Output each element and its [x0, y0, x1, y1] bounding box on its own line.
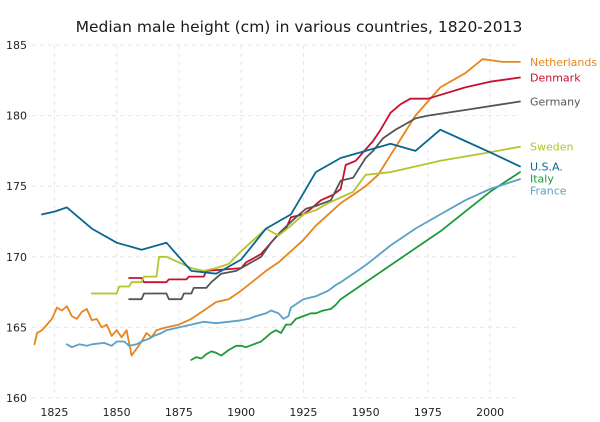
- series-label-italy: Italy: [530, 172, 554, 185]
- series-label-netherlands: Netherlands: [530, 56, 597, 69]
- y-tick-label: 175: [6, 180, 27, 193]
- y-tick-label: 170: [6, 251, 27, 264]
- x-tick-label: 2000: [476, 406, 504, 419]
- series-lines: [33, 58, 521, 361]
- x-tick-label: 1975: [414, 406, 442, 419]
- series-line-u-s-a: [41, 128, 521, 275]
- x-tick-label: 1850: [103, 406, 131, 419]
- x-tick-label: 1825: [40, 406, 68, 419]
- series-line-denmark: [128, 76, 521, 284]
- x-tick-label: 1950: [352, 406, 380, 419]
- series-label-denmark: Denmark: [530, 71, 581, 84]
- series-line-germany: [128, 100, 521, 301]
- series-label-sweden: Sweden: [530, 141, 573, 154]
- x-tick-label: 1925: [289, 406, 317, 419]
- grid: [32, 44, 520, 399]
- series-labels: Netherlands Denmark Germany Sweden U.S.A.Ita…: [530, 56, 597, 197]
- series-line-sweden: [90, 145, 521, 295]
- y-tick-label: 160: [6, 392, 27, 405]
- series-label-u-s-a: U.S.A.: [530, 160, 563, 173]
- chart-title: Median male height (cm) in various count…: [76, 18, 523, 36]
- series-label-germany: Germany: [530, 95, 581, 108]
- x-tick-label: 1900: [227, 406, 255, 419]
- y-tick-label: 180: [6, 110, 27, 123]
- x-tick-label: 1875: [165, 406, 193, 419]
- axes: 160 165 170 175 180 185 1825 1850 1875 1900 1925 19…: [6, 39, 504, 419]
- series-label-france: France: [530, 184, 567, 197]
- series-line-france: [66, 178, 521, 349]
- series-line-italy: [190, 171, 521, 361]
- y-tick-label: 185: [6, 39, 27, 52]
- series-line-netherlands: [33, 58, 521, 357]
- y-tick-label: 165: [6, 321, 27, 334]
